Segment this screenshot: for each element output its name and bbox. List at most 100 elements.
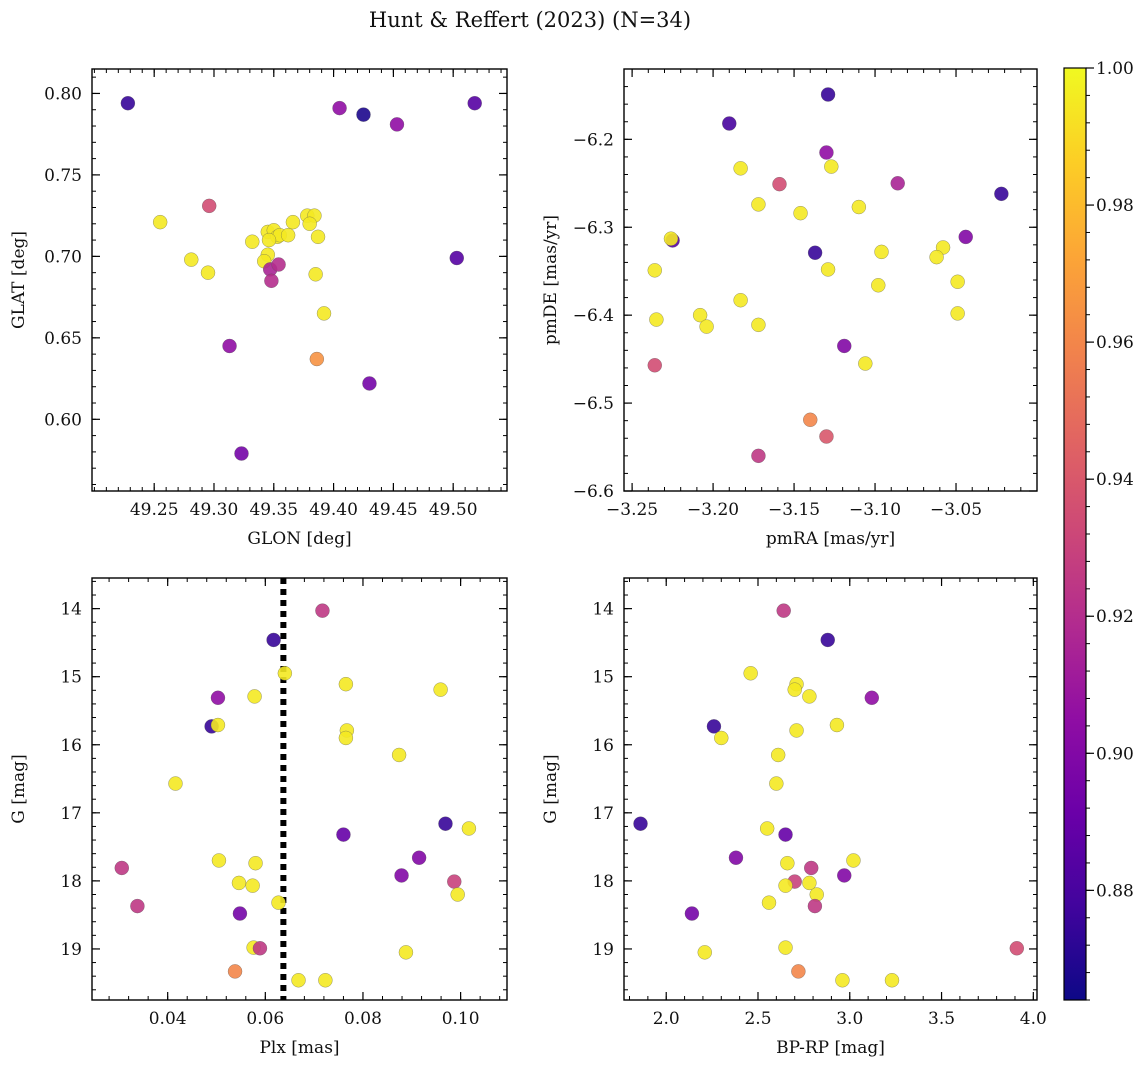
x-tick-label: 49.30 (190, 500, 239, 520)
data-point (770, 747, 786, 763)
data-point (874, 244, 889, 260)
x-tick-label: 49.45 (369, 500, 418, 520)
data-point (277, 666, 293, 681)
y-tick-label: −6.2 (573, 130, 614, 150)
data-point (271, 895, 286, 910)
data-point (743, 666, 758, 681)
data-point (759, 821, 775, 836)
y-tick-label: 14 (60, 600, 82, 620)
data-point (820, 632, 835, 648)
data-point (994, 186, 1009, 202)
data-point (835, 973, 850, 988)
y-tick-label: 16 (592, 736, 614, 756)
data-point (846, 853, 861, 868)
data-point (802, 689, 817, 704)
y-axis-label: GLAT [deg] (9, 231, 29, 329)
y-tick-label: 19 (592, 940, 614, 960)
x-axis-label: GLON [deg] (247, 529, 351, 549)
data-point (929, 249, 944, 265)
data-point (362, 376, 377, 391)
data-point (793, 205, 808, 221)
data-point (780, 855, 795, 871)
x-tick-label: 2.5 (744, 1009, 771, 1029)
x-tick-label: 49.25 (130, 500, 179, 520)
data-point (315, 603, 330, 618)
panel-pmra-pmde: −3.25 −3.20 −3.15 −3.10 −3.05 −6.6 −6.5 −6.4 −6.… (541, 68, 1038, 549)
y-tick-label: 0.75 (44, 166, 82, 186)
y-tick-label: 17 (592, 804, 614, 824)
y-tick-label: 0.60 (44, 410, 82, 430)
data-point (114, 860, 130, 876)
data-point (819, 145, 834, 160)
data-point (858, 356, 873, 371)
x-tick-label: 4.0 (1020, 1009, 1047, 1029)
data-point (789, 723, 804, 738)
data-point (733, 292, 748, 308)
y-axis-label: G [mag] (9, 754, 29, 823)
data-point (310, 229, 326, 245)
data-point (820, 262, 836, 277)
x-tick-label: 49.50 (429, 500, 478, 520)
x-tick-label: 49.40 (309, 500, 358, 520)
data-point (130, 898, 145, 914)
data-point (318, 973, 333, 988)
y-tick-label: 0.80 (44, 84, 82, 104)
data-point (391, 747, 407, 763)
x-tick-label: 49.35 (249, 500, 298, 520)
y-tick-label: 16 (60, 736, 82, 756)
data-point (890, 176, 905, 191)
data-point (837, 338, 852, 354)
data-point (778, 878, 793, 893)
data-point (884, 973, 900, 988)
data-point (266, 632, 281, 648)
y-tick-label: −6.6 (573, 482, 614, 502)
data-point (787, 682, 802, 697)
data-point (200, 265, 216, 280)
data-point (245, 234, 260, 249)
data-point (245, 878, 260, 893)
y-tick-label: 14 (592, 600, 614, 620)
x-tick-label: 0.06 (246, 1009, 284, 1029)
data-point (210, 690, 226, 706)
x-tick-label: −3.10 (849, 500, 901, 520)
data-point (706, 719, 722, 734)
scatter-panels: 49.25 49.30 49.35 49.40 49.45 49.50 0.60 0.65 0.… (9, 68, 1047, 1058)
data-point (649, 312, 664, 327)
colorbar-scale (1063, 67, 1087, 1001)
data-point (264, 273, 279, 289)
data-point (728, 850, 744, 865)
colorbar-tick-label: 0.94 (1096, 470, 1134, 490)
data-point (338, 676, 354, 692)
data-point (751, 197, 766, 212)
data-point (234, 446, 249, 461)
data-point (308, 267, 323, 282)
x-axis-label: Plx [mas] (259, 1038, 339, 1058)
data-point (210, 717, 226, 733)
data-point (222, 338, 237, 354)
x-tick-label: 3.5 (928, 1009, 955, 1029)
data-point (699, 319, 714, 334)
data-point (722, 116, 737, 131)
x-tick-label: −3.05 (930, 500, 982, 520)
data-point (803, 860, 819, 876)
data-point (438, 816, 453, 831)
data-point (433, 682, 448, 697)
y-tick-label: −6.3 (573, 218, 614, 238)
colorbar-tick-label: 0.88 (1096, 881, 1134, 901)
data-point (851, 199, 867, 215)
data-point (467, 95, 482, 111)
data-point (211, 853, 227, 868)
data-point (751, 448, 766, 464)
data-point (152, 214, 168, 230)
colorbar-tick-label: 0.96 (1096, 333, 1134, 353)
data-point (271, 257, 286, 272)
plot-frame (623, 577, 1038, 1001)
data-point (751, 317, 766, 333)
plot-frame (91, 577, 508, 1001)
data-point (820, 87, 836, 102)
x-tick-label: 0.04 (149, 1009, 187, 1029)
colorbar: 0.88 0.90 0.92 0.94 0.96 0.98 1.00 (1063, 59, 1134, 1001)
data-point (778, 827, 793, 842)
y-tick-label: 0.65 (44, 329, 82, 349)
y-axis-label: G [mag] (541, 754, 561, 823)
